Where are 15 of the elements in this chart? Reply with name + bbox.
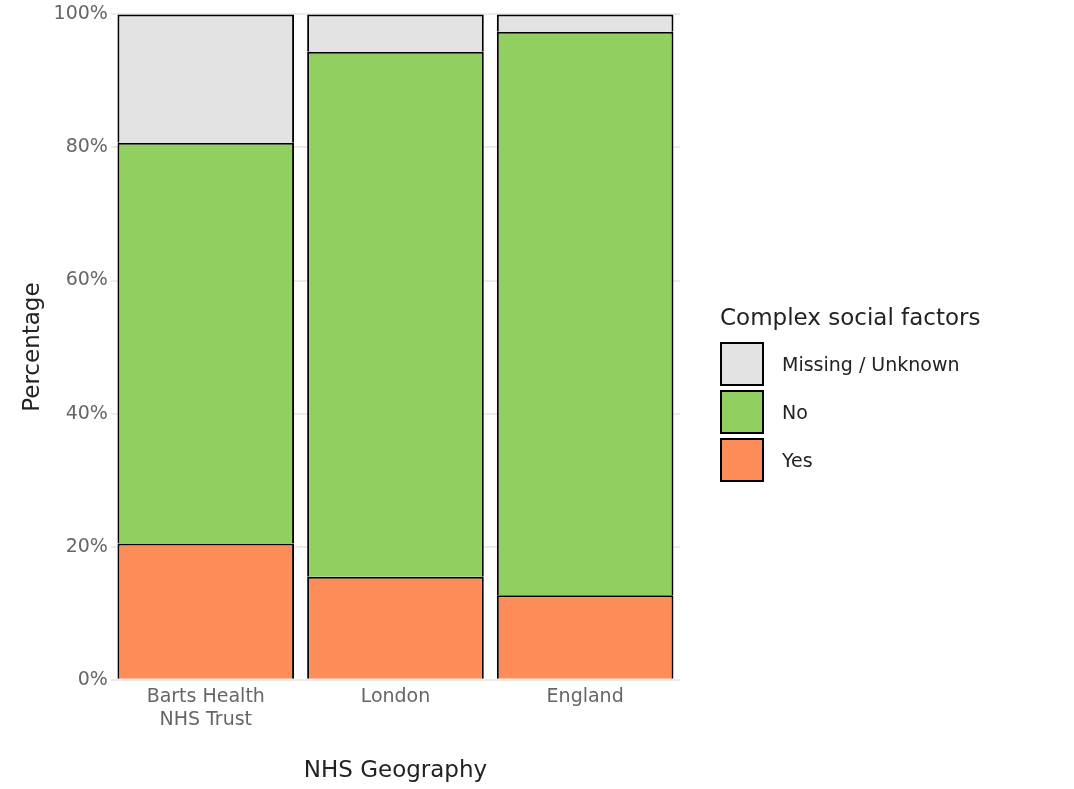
legend-title: Complex social factors bbox=[720, 303, 981, 330]
y-tick-label: 40% bbox=[65, 400, 108, 423]
x-axis-title: NHS Geography bbox=[303, 756, 488, 783]
legend-label: Missing / Unknown bbox=[782, 352, 960, 375]
text: No bbox=[782, 400, 808, 423]
y-axis-title: Percentage bbox=[17, 282, 44, 412]
y-tick-label: 20% bbox=[65, 533, 108, 556]
y-tick-label: 100% bbox=[53, 1, 108, 24]
x-tick-label: England bbox=[546, 684, 624, 707]
x-tick-label: London bbox=[360, 684, 431, 707]
x-tick-label: Barts Health NHS Trust bbox=[146, 684, 265, 729]
y-tick-label: 60% bbox=[65, 267, 108, 290]
legend-label: Yes bbox=[782, 448, 813, 471]
y-tick-label: 80% bbox=[65, 134, 108, 157]
y-tick-label: 0% bbox=[77, 666, 108, 689]
